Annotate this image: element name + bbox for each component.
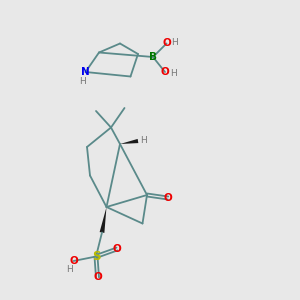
Polygon shape xyxy=(100,207,106,233)
Polygon shape xyxy=(120,139,138,144)
Text: B: B xyxy=(149,52,157,62)
Text: O: O xyxy=(69,256,78,266)
Text: H: H xyxy=(140,136,147,145)
Text: H: H xyxy=(172,38,178,47)
Text: H: H xyxy=(79,76,86,85)
Text: H: H xyxy=(67,265,73,274)
Text: O: O xyxy=(112,244,122,254)
Text: N: N xyxy=(81,67,90,77)
Text: H: H xyxy=(170,69,177,78)
Text: O: O xyxy=(93,272,102,283)
Text: O: O xyxy=(162,38,171,49)
Text: O: O xyxy=(160,67,169,77)
Text: S: S xyxy=(92,250,100,263)
Text: O: O xyxy=(164,193,172,203)
